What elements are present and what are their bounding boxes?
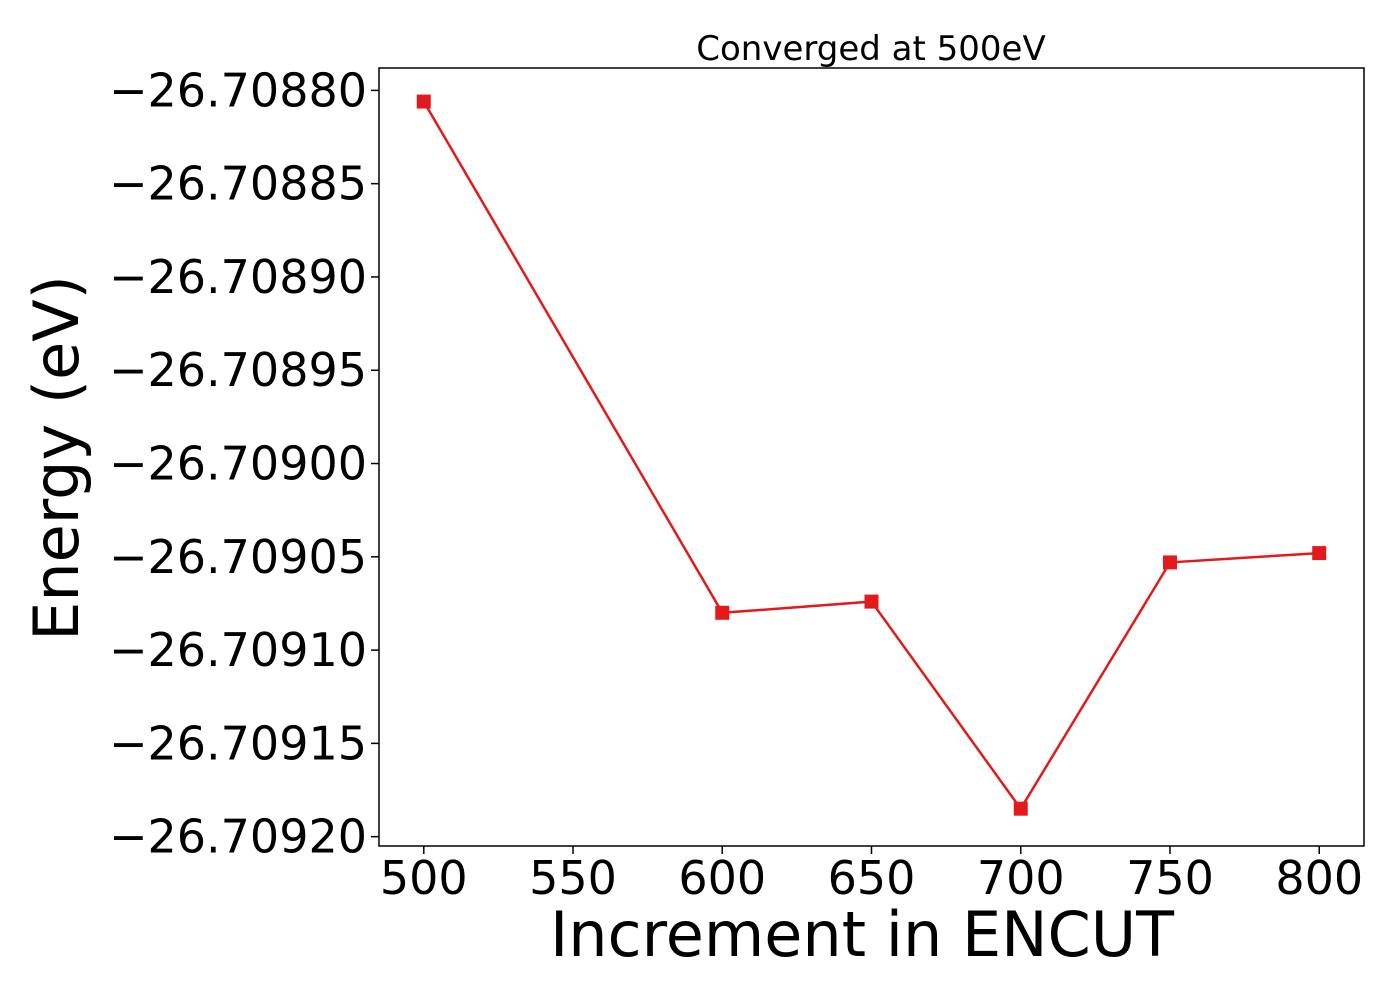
y-tick-label: −26.70890 (109, 250, 367, 304)
y-axis: −26.70880 −26.70885 −26.70890 −26.70895 −26.… (109, 63, 379, 864)
x-tick-label: 700 (977, 851, 1065, 905)
y-tick-label: −26.70895 (109, 343, 367, 397)
y-tick-label: −26.70880 (109, 63, 367, 117)
x-tick-label: 750 (1126, 851, 1214, 905)
x-axis-title: Increment in ENCUT (550, 898, 1175, 971)
y-tick-label: −26.70900 (109, 437, 367, 491)
x-tick-label: 550 (529, 851, 617, 905)
chart-title: Converged at 500eV (696, 29, 1045, 69)
x-tick-label: 650 (828, 851, 916, 905)
x-tick-label: 500 (380, 851, 468, 905)
data-point-marker (715, 605, 730, 620)
plot-area (378, 67, 1365, 847)
y-tick-label: −26.70920 (109, 810, 367, 864)
data-point-marker (1162, 555, 1177, 570)
x-tick-label: 800 (1275, 851, 1363, 905)
y-axis-title: Energy (eV) (20, 275, 93, 641)
data-point-marker (864, 594, 879, 609)
plot-frame (378, 67, 1365, 847)
data-point-marker (416, 94, 431, 109)
y-tick-label: −26.70910 (109, 623, 367, 677)
y-tick-label: −26.70915 (109, 716, 367, 770)
data-point-marker (1312, 546, 1327, 561)
y-tick-label: −26.70885 (109, 157, 367, 211)
x-tick-label: 600 (678, 851, 766, 905)
x-axis: 500 550 600 650 700 750 800 (380, 846, 1363, 905)
data-point-marker (1013, 801, 1028, 816)
data-series (416, 94, 1327, 816)
series-line (422, 100, 1320, 811)
y-tick-label: −26.70905 (109, 530, 367, 584)
